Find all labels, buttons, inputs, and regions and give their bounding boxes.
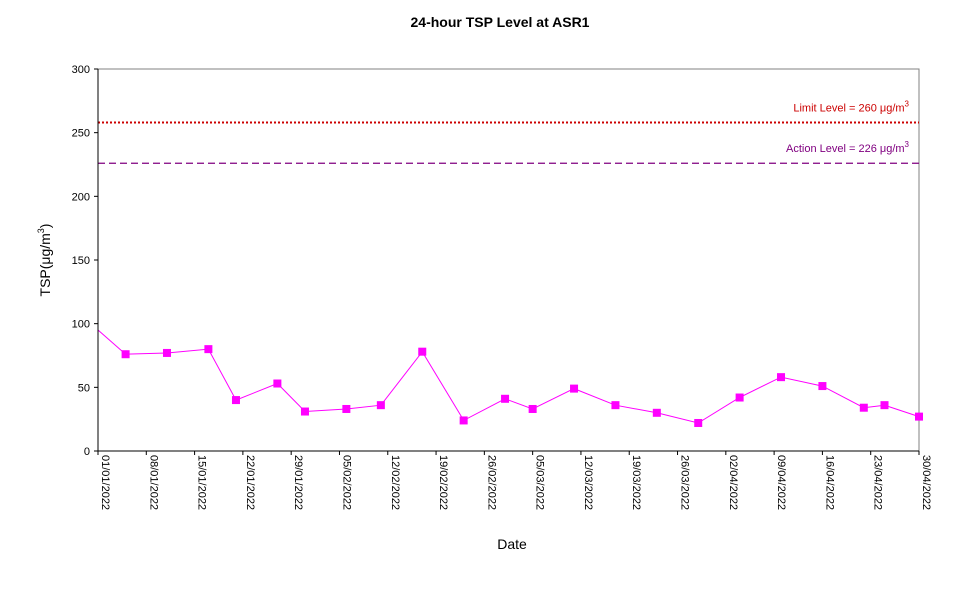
data-point xyxy=(611,401,620,410)
x-tick-label: 19/02/2022 xyxy=(437,455,449,510)
chart-title: 24-hour TSP Level at ASR1 xyxy=(411,14,590,30)
y-tick-label: 150 xyxy=(72,255,90,267)
data-point xyxy=(418,347,427,356)
plot-area: Limit Level = 260 μg/m3 Action Level = 22… xyxy=(97,68,923,452)
y-axis: 0 50 100 150 200 250 300 xyxy=(72,64,99,458)
y-tick-label: 200 xyxy=(72,191,90,203)
x-tick-label: 22/01/2022 xyxy=(244,455,256,510)
y-tick-label: 300 xyxy=(72,64,90,76)
x-tick-label: 15/01/2022 xyxy=(196,455,208,510)
x-axis-label: Date xyxy=(497,536,527,552)
x-tick-label: 12/03/2022 xyxy=(582,455,594,510)
data-point xyxy=(376,401,385,410)
x-tick-label: 26/02/2022 xyxy=(485,455,497,510)
y-axis-label: TSP(μg/m3) xyxy=(36,224,53,297)
y-axis-label-unit: μg/m xyxy=(37,233,53,264)
y-axis-label-suffix: ) xyxy=(37,224,53,229)
x-tick-label: 23/04/2022 xyxy=(872,455,884,510)
data-point xyxy=(777,373,786,382)
x-tick-label: 19/03/2022 xyxy=(630,455,642,510)
data-point xyxy=(818,382,827,391)
x-tick-label: 29/01/2022 xyxy=(292,455,304,510)
data-point xyxy=(459,416,468,425)
data-point xyxy=(735,393,744,402)
data-point xyxy=(694,418,703,427)
x-tick-label: 05/02/2022 xyxy=(340,455,352,510)
x-tick-label: 05/03/2022 xyxy=(534,455,546,510)
reference-line-label: Action Level = 226 μg/m3 xyxy=(786,140,910,155)
data-point xyxy=(501,394,510,403)
x-tick-label: 30/04/2022 xyxy=(920,455,932,510)
series-layer xyxy=(97,329,923,427)
plot-frame xyxy=(97,68,920,452)
x-tick-label: 09/04/2022 xyxy=(775,455,787,510)
y-axis-label-prefix: TSP( xyxy=(37,264,53,296)
data-point xyxy=(204,345,213,354)
x-tick-label: 26/03/2022 xyxy=(679,455,691,510)
y-axis-label-sup: 3 xyxy=(36,228,46,233)
data-point xyxy=(342,404,351,413)
data-point xyxy=(231,396,240,405)
reference-lines: Limit Level = 260 μg/m3 Action Level = 22… xyxy=(98,99,919,164)
x-tick-label: 12/02/2022 xyxy=(389,455,401,510)
x-tick-label: 01/01/2022 xyxy=(99,455,111,510)
y-tick-label: 250 xyxy=(72,128,90,140)
x-tick-label: 08/01/2022 xyxy=(147,455,159,510)
data-point xyxy=(570,384,579,393)
y-tick-label: 100 xyxy=(72,319,90,331)
data-point xyxy=(652,408,661,417)
y-tick-label: 0 xyxy=(84,446,90,458)
data-point xyxy=(162,348,171,357)
data-point xyxy=(859,403,868,412)
data-point xyxy=(300,407,309,416)
y-tick-label: 50 xyxy=(78,382,90,394)
reference-line-label: Limit Level = 260 μg/m3 xyxy=(793,99,909,114)
data-point xyxy=(880,401,889,410)
data-point xyxy=(528,404,537,413)
data-point xyxy=(273,379,282,388)
data-point xyxy=(121,350,130,359)
x-tick-label: 02/04/2022 xyxy=(727,455,739,510)
x-tick-label: 16/04/2022 xyxy=(823,455,835,510)
series-line xyxy=(97,329,920,424)
x-axis: 01/01/2022 08/01/2022 15/01/2022 22/01/2022… xyxy=(97,450,932,510)
data-point xyxy=(915,412,923,421)
